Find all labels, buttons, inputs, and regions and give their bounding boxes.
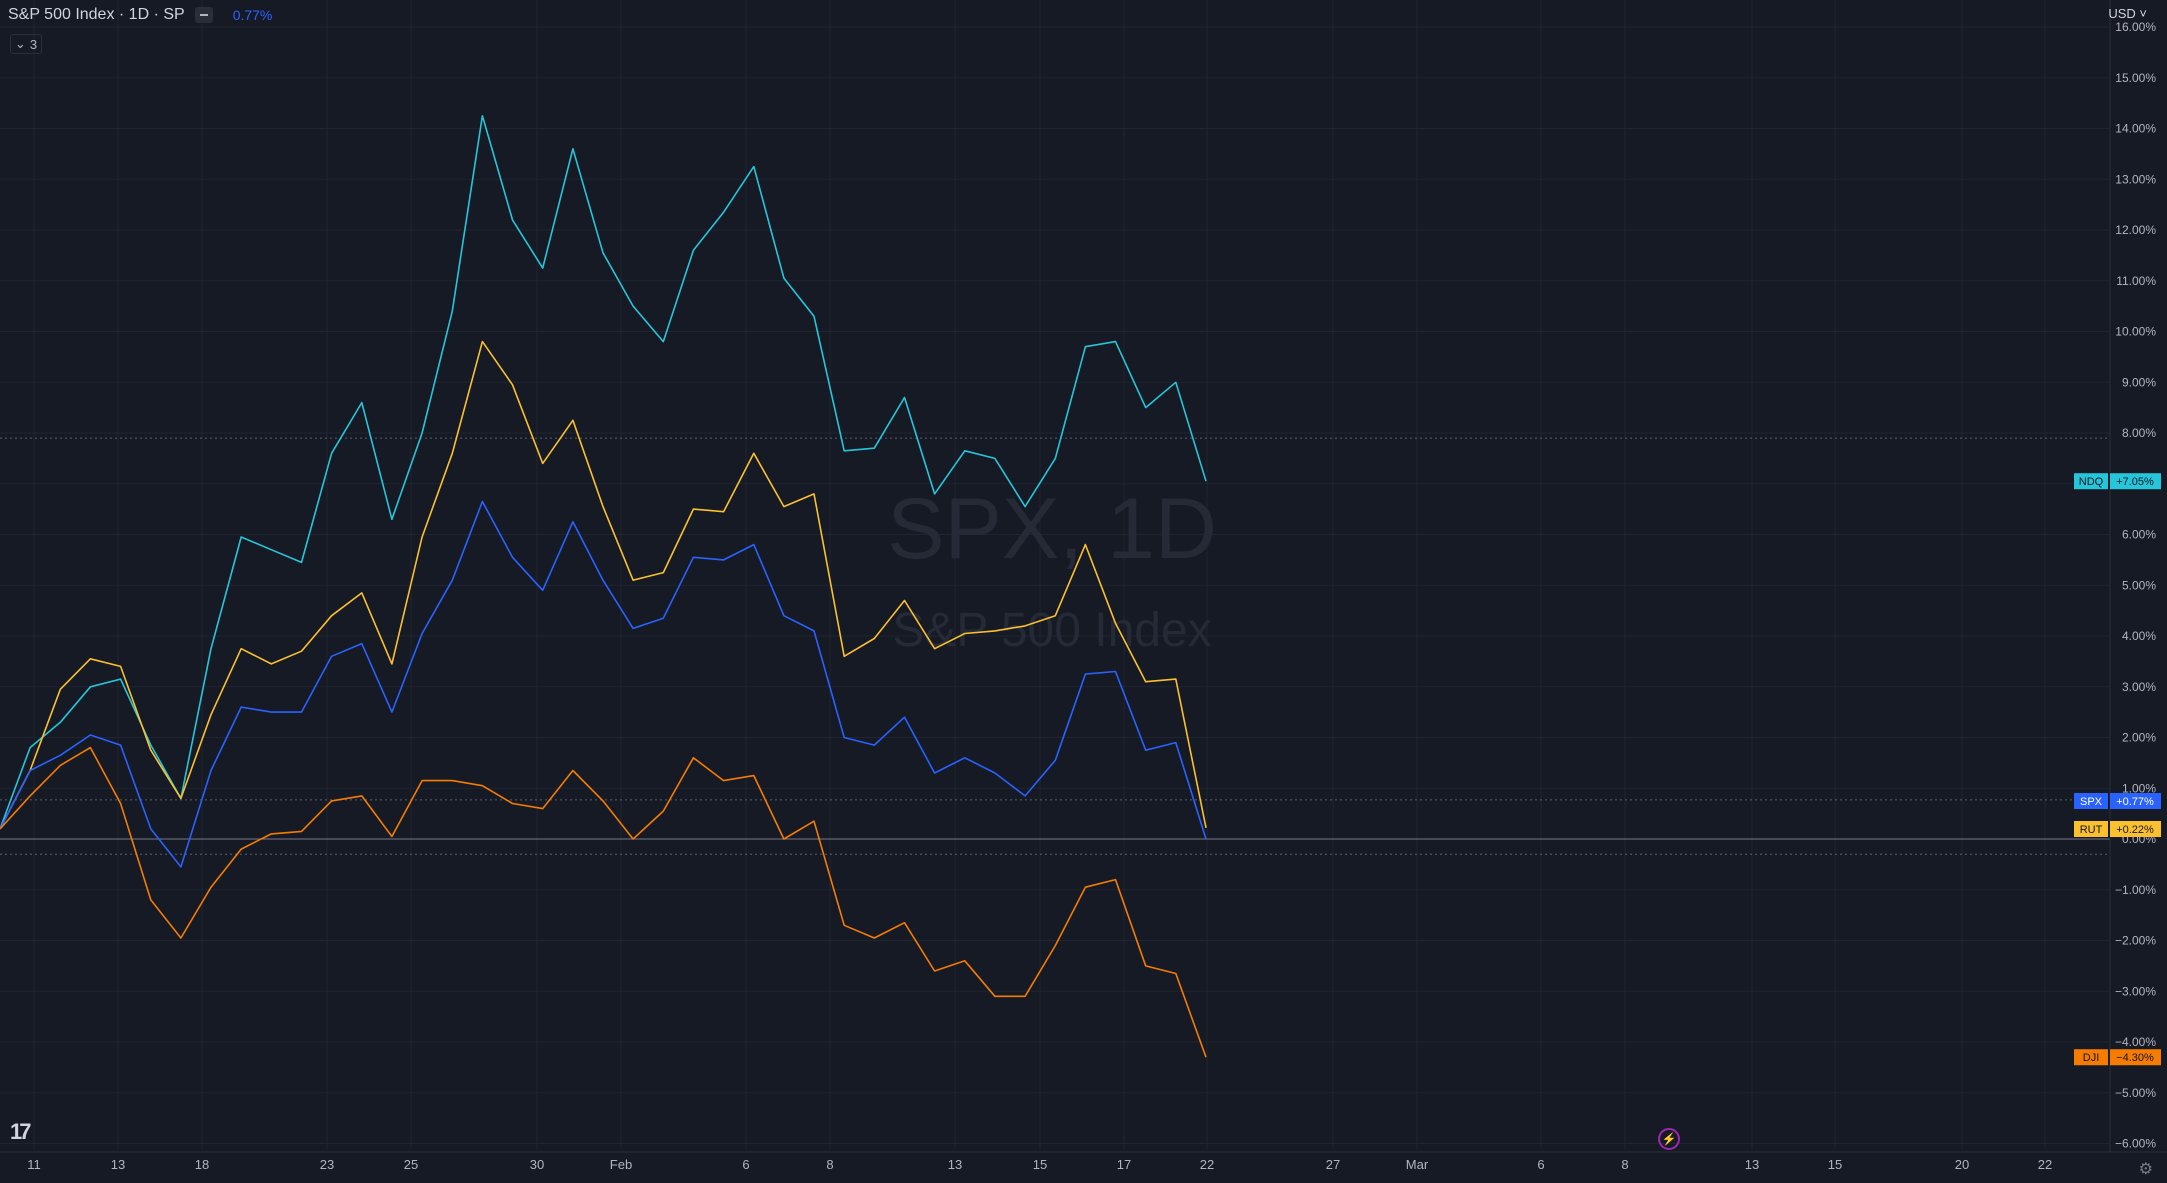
x-tick-label: 8 [826,1157,833,1172]
x-tick-label: 13 [948,1157,962,1172]
last-value-tag-ndq: NDQ +7.05% [2074,473,2161,490]
chevron-down-icon: ⌄ [14,36,26,51]
x-tick-label: 13 [1745,1157,1759,1172]
y-tick-label: 8.00% [2122,426,2156,440]
x-axis: 11 13 18 23 25 30 Feb 6 8 13 15 17 22 27 Mar 6 8 13 15 20 22 [0,1151,2167,1172]
symbol-title[interactable]: S&P 500 Index · 1D · SP [8,6,185,23]
tag-name-bg [2074,473,2108,490]
gear-icon[interactable]: ⚙ [2138,1161,2153,1178]
y-tick-label: 15.00% [2115,71,2156,85]
y-tick-label: 13.00% [2115,172,2156,186]
chart-header: S&P 500 Index · 1D · SP 0.77% [8,6,272,24]
x-tick-label: 17 [1117,1157,1131,1172]
y-tick-label: 4.00% [2122,629,2156,643]
y-tick-label: 9.00% [2122,375,2156,389]
x-tick-label: 15 [1828,1157,1842,1172]
collapse-icon[interactable] [194,7,213,23]
last-value-tag-spx: SPX +0.77% [2074,793,2161,809]
tag-value: +7.05% [2116,476,2154,488]
tag-value-bg [2110,1049,2161,1066]
tag-name: DJI [2083,1052,2100,1064]
x-tick-label: 25 [404,1157,418,1172]
x-tick-label: 27 [1326,1157,1340,1172]
x-tick-label: 6 [742,1157,749,1172]
x-tick-label: 22 [1200,1157,1214,1172]
tag-value: +0.22% [2116,824,2154,836]
currency-label: USD [2108,6,2136,21]
currency-select[interactable]: USD ˅ [2108,6,2147,21]
tag-name: RUT [2080,824,2103,836]
watermark: SPX, 1D S&P 500 Index [887,481,1217,657]
y-tick-label: 12.00% [2115,223,2156,237]
lightning-icon[interactable]: ⚡ [1658,1128,1680,1150]
reference-lines [0,437,2110,855]
y-tick-label: 14.00% [2115,122,2156,136]
y-tick-label: −2.00% [2115,934,2156,948]
chevron-down-icon: ˅ [2139,6,2147,21]
x-tick-label: 8 [1621,1157,1628,1172]
x-tick-label: 18 [195,1157,209,1172]
x-tick-label: 13 [111,1157,125,1172]
x-tick-label: Mar [1406,1157,1429,1172]
series-line-dji[interactable] [0,746,1207,1058]
tag-value-bg [2110,473,2161,490]
x-tick-label: 23 [320,1157,334,1172]
last-value-tag-dji: DJI −4.30% [2074,1049,2161,1066]
x-tick-label: 15 [1033,1157,1047,1172]
x-tick-label: 30 [530,1157,544,1172]
tag-value: +0.77% [2116,796,2154,808]
series [0,115,1207,1058]
y-tick-label: −5.00% [2115,1086,2156,1100]
x-tick-label: 20 [1955,1157,1969,1172]
y-tick-label: 10.00% [2115,325,2156,339]
tag-name: NDQ [2079,476,2104,488]
x-tick-label: Feb [610,1157,632,1172]
studies-toggle[interactable]: ⌄ 3 [10,34,42,54]
grid [0,0,2110,1150]
series-line-rut[interactable] [0,340,1207,830]
last-value-tags: NDQ +7.05% RUT +0.22% SPX +0.77% DJI −4.30% [2074,473,2161,1066]
x-tick-label: 22 [2038,1157,2052,1172]
y-tick-label: 6.00% [2122,528,2156,542]
change-percent: 0.77% [232,7,273,23]
last-value-tag-rut: RUT +0.22% [2074,821,2161,837]
tag-name-bg [2074,1049,2108,1066]
tag-value-bg [2110,821,2161,837]
y-tick-label: 2.00% [2122,731,2156,745]
y-tick-label: −4.00% [2115,1035,2156,1049]
tag-name-bg [2074,821,2108,837]
y-axis: 16.00% 15.00% 14.00% 13.00% 12.00% 11.00% 10.0… [2109,0,2156,1152]
tag-name-bg [2074,793,2108,809]
watermark-name: S&P 500 Index [892,604,1211,657]
tag-name: SPX [2080,796,2103,808]
y-tick-label: 16.00% [2115,20,2156,34]
series-line-spx[interactable] [0,500,1207,868]
y-tick-label: −1.00% [2115,883,2156,897]
y-tick-label: 5.00% [2122,578,2156,592]
y-tick-label: 1.00% [2122,781,2156,795]
y-tick-label: −6.00% [2115,1137,2156,1151]
x-tick-label: 6 [1537,1157,1544,1172]
y-tick-label: 3.00% [2122,680,2156,694]
x-tick-label: 11 [27,1157,41,1172]
studies-count: 3 [29,36,38,52]
tag-value-bg [2110,793,2161,809]
y-tick-label: −3.00% [2115,984,2156,998]
series-line-ndq[interactable] [0,115,1207,830]
y-tick-label: 11.00% [2116,274,2156,288]
watermark-symbol: SPX, 1D [887,481,1217,577]
tag-value: −4.30% [2116,1052,2154,1064]
tradingview-logo-icon[interactable]: 17 [10,1119,32,1144]
